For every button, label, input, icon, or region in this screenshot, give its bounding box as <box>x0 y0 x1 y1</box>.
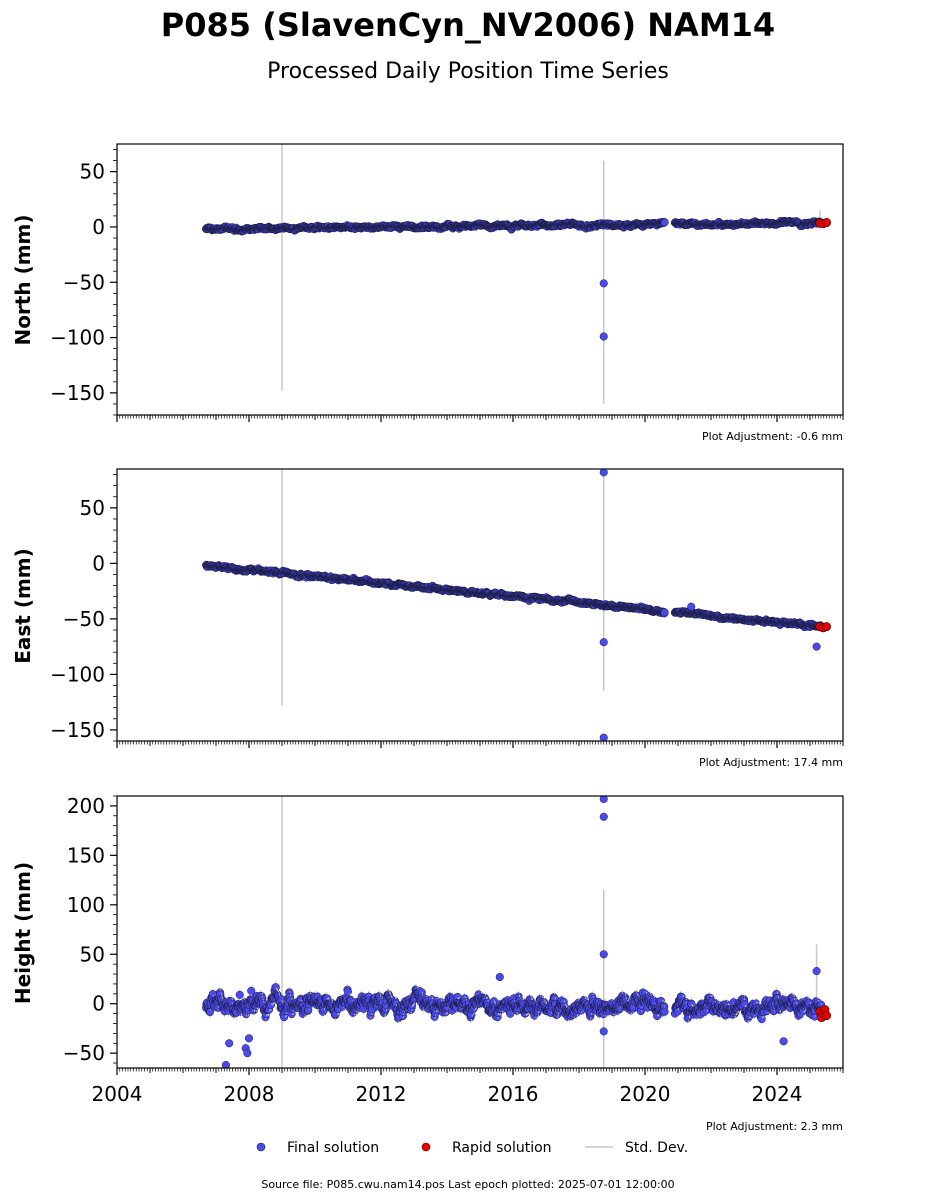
east-ytick-label: −50 <box>63 607 105 631</box>
east-final-point <box>812 642 821 651</box>
north-ytick-label: 50 <box>80 160 105 184</box>
height-ylabel: Height (mm) <box>11 862 35 1004</box>
north-panel: North (mm) Plot Adjustment: -0.6 mm 50 0 −… <box>11 143 844 443</box>
figure-subtitle: Processed Daily Position Time Series <box>267 59 669 84</box>
height-final-point <box>235 990 244 999</box>
east-final-point <box>599 469 608 477</box>
north-ytick-label: −50 <box>63 270 105 294</box>
north-ylabel: North (mm) <box>11 214 35 345</box>
east-plot-area <box>202 469 831 741</box>
height-plot-area <box>202 796 831 1068</box>
height-adjustment: Plot Adjustment: 2.3 mm <box>706 1120 843 1133</box>
north-adjustment: Plot Adjustment: -0.6 mm <box>702 430 843 443</box>
east-ytick-label: 0 <box>92 551 105 575</box>
north-axes-frame <box>116 143 844 416</box>
north-ytick-label: 0 <box>92 215 105 239</box>
east-final-point <box>687 602 696 611</box>
height-panel: Height (mm) Plot Adjustment: 2.3 mm 2001… <box>11 794 844 1133</box>
north-ytick-label: −150 <box>50 381 105 405</box>
north-final-point <box>660 218 669 227</box>
east-ytick-label: 50 <box>80 496 105 520</box>
east-panel: East (mm) Plot Adjustment: 17.4 mm 50 0 −5… <box>11 468 844 769</box>
east-rapid-point <box>821 622 831 632</box>
north-final-point <box>599 279 608 288</box>
figure-title: P085 (SlavenCyn_NV2006) NAM14 <box>161 6 775 44</box>
east-adjustment: Plot Adjustment: 17.4 mm <box>699 756 843 769</box>
east-ytick-label: −100 <box>50 662 105 686</box>
east-final-point <box>599 638 608 647</box>
north-final-point <box>599 332 608 341</box>
east-ytick-label: −150 <box>50 718 105 742</box>
north-ytick-label: −100 <box>50 326 105 350</box>
east-final-point <box>599 733 608 741</box>
north-rapid-point <box>821 218 831 228</box>
east-final-point <box>660 608 669 617</box>
east-axes-frame <box>116 468 844 742</box>
north-plot-area <box>202 144 831 404</box>
east-ylabel: East (mm) <box>11 548 35 664</box>
